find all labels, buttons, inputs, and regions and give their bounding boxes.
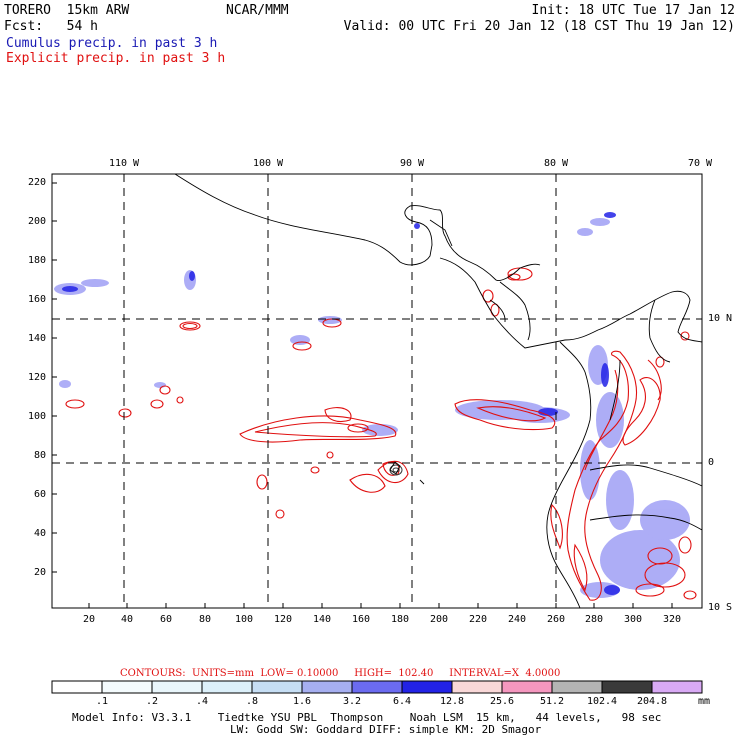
organization: NCAR/MMM xyxy=(226,3,289,18)
colorbar-label: 3.2 xyxy=(342,696,362,707)
explicit-precip-contours xyxy=(65,267,697,601)
y-tick-label: 80 xyxy=(33,450,46,461)
colorbar-bin xyxy=(151,680,203,694)
colorbar-label: 6.4 xyxy=(392,696,412,707)
physics-info: LW: Godd SW: Goddard DIFF: simple KM: 2D… xyxy=(230,723,542,736)
contour-info: CONTOURS: UNITS=mm LOW= 0.10000 HIGH= 10… xyxy=(120,668,561,679)
x-tick-label: 160 xyxy=(351,614,371,625)
colorbar-label: 102.4 xyxy=(586,696,618,707)
y-tick-label: 120 xyxy=(27,372,46,383)
y-tick-label: 40 xyxy=(33,528,46,539)
y-tick-label: 220 xyxy=(27,177,46,188)
cumulus-precip-field xyxy=(54,218,690,598)
colorbar-label: 204.8 xyxy=(636,696,668,707)
y-tick-label: 160 xyxy=(27,294,46,305)
x-tick-label: 280 xyxy=(584,614,604,625)
y-tick-label: 180 xyxy=(27,255,46,266)
axis-ticks xyxy=(52,182,673,608)
colorbar-bin xyxy=(551,680,603,694)
x-tick-label: 240 xyxy=(507,614,527,625)
colorbar-bin xyxy=(251,680,303,694)
colorbar xyxy=(51,680,703,694)
y-tick-label: 20 xyxy=(33,567,46,578)
y-tick-label: 140 xyxy=(27,333,46,344)
colorbar-bin xyxy=(451,680,503,694)
colorbar-bin xyxy=(101,680,153,694)
x-tick-label: 120 xyxy=(273,614,293,625)
colorbar-bin xyxy=(651,680,703,694)
colorbar-bin xyxy=(201,680,253,694)
x-tick-label: 140 xyxy=(312,614,332,625)
init-time: Init: 18 UTC Tue 17 Jan 12 xyxy=(531,3,736,18)
colorbar-label: .4 xyxy=(195,696,209,707)
colorbar-label: 1.6 xyxy=(292,696,312,707)
lat-label: 10 S xyxy=(708,602,733,613)
forecast-hour: Fcst: 54 h xyxy=(4,19,98,34)
model-title: TORERO 15km ARW xyxy=(4,3,130,18)
colorbar-label: 12.8 xyxy=(439,696,465,707)
x-tick-label: 320 xyxy=(662,614,682,625)
colorbar-bin xyxy=(601,680,653,694)
y-tick-label: 100 xyxy=(27,411,46,422)
y-tick-label: 60 xyxy=(33,489,46,500)
coastlines xyxy=(174,174,702,608)
colorbar-bin xyxy=(351,680,403,694)
colorbar-label: .1 xyxy=(95,696,109,707)
valid-time: Valid: 00 UTC Fri 20 Jan 12 (18 CST Thu … xyxy=(343,19,735,34)
colorbar-bin xyxy=(401,680,453,694)
colorbar-bin xyxy=(501,680,553,694)
field-explicit: Explicit precip. in past 3 h xyxy=(6,51,226,66)
graticule xyxy=(52,174,702,608)
x-tick-label: 60 xyxy=(159,614,173,625)
x-tick-label: 180 xyxy=(390,614,410,625)
colorbar-label: 25.6 xyxy=(489,696,515,707)
x-tick-label: 40 xyxy=(120,614,134,625)
colorbar-label: .8 xyxy=(245,696,259,707)
model-info: Model Info: V3.3.1 Tiedtke YSU PBL Thomp… xyxy=(72,711,662,724)
lon-label: 80 W xyxy=(543,158,569,169)
colorbar-bin xyxy=(51,680,103,694)
colorbar-label: .2 xyxy=(145,696,159,707)
x-tick-label: 220 xyxy=(468,614,488,625)
map-frame xyxy=(51,173,703,609)
lat-label: 0 xyxy=(708,457,715,468)
x-tick-label: 200 xyxy=(429,614,449,625)
lon-label: 70 W xyxy=(687,158,713,169)
x-tick-label: 20 xyxy=(82,614,96,625)
x-tick-label: 260 xyxy=(546,614,566,625)
x-tick-label: 80 xyxy=(198,614,212,625)
x-tick-label: 100 xyxy=(234,614,254,625)
lon-label: 100 W xyxy=(252,158,284,169)
field-cumulus: Cumulus precip. in past 3 h xyxy=(6,36,218,51)
colorbar-bin xyxy=(301,680,353,694)
lon-label: 90 W xyxy=(399,158,425,169)
y-tick-label: 200 xyxy=(27,216,46,227)
colorbar-label: 51.2 xyxy=(539,696,565,707)
x-tick-label: 300 xyxy=(623,614,643,625)
colorbar-units: mm xyxy=(697,696,711,707)
lon-label: 110 W xyxy=(108,158,140,169)
lat-label: 10 N xyxy=(708,313,733,324)
